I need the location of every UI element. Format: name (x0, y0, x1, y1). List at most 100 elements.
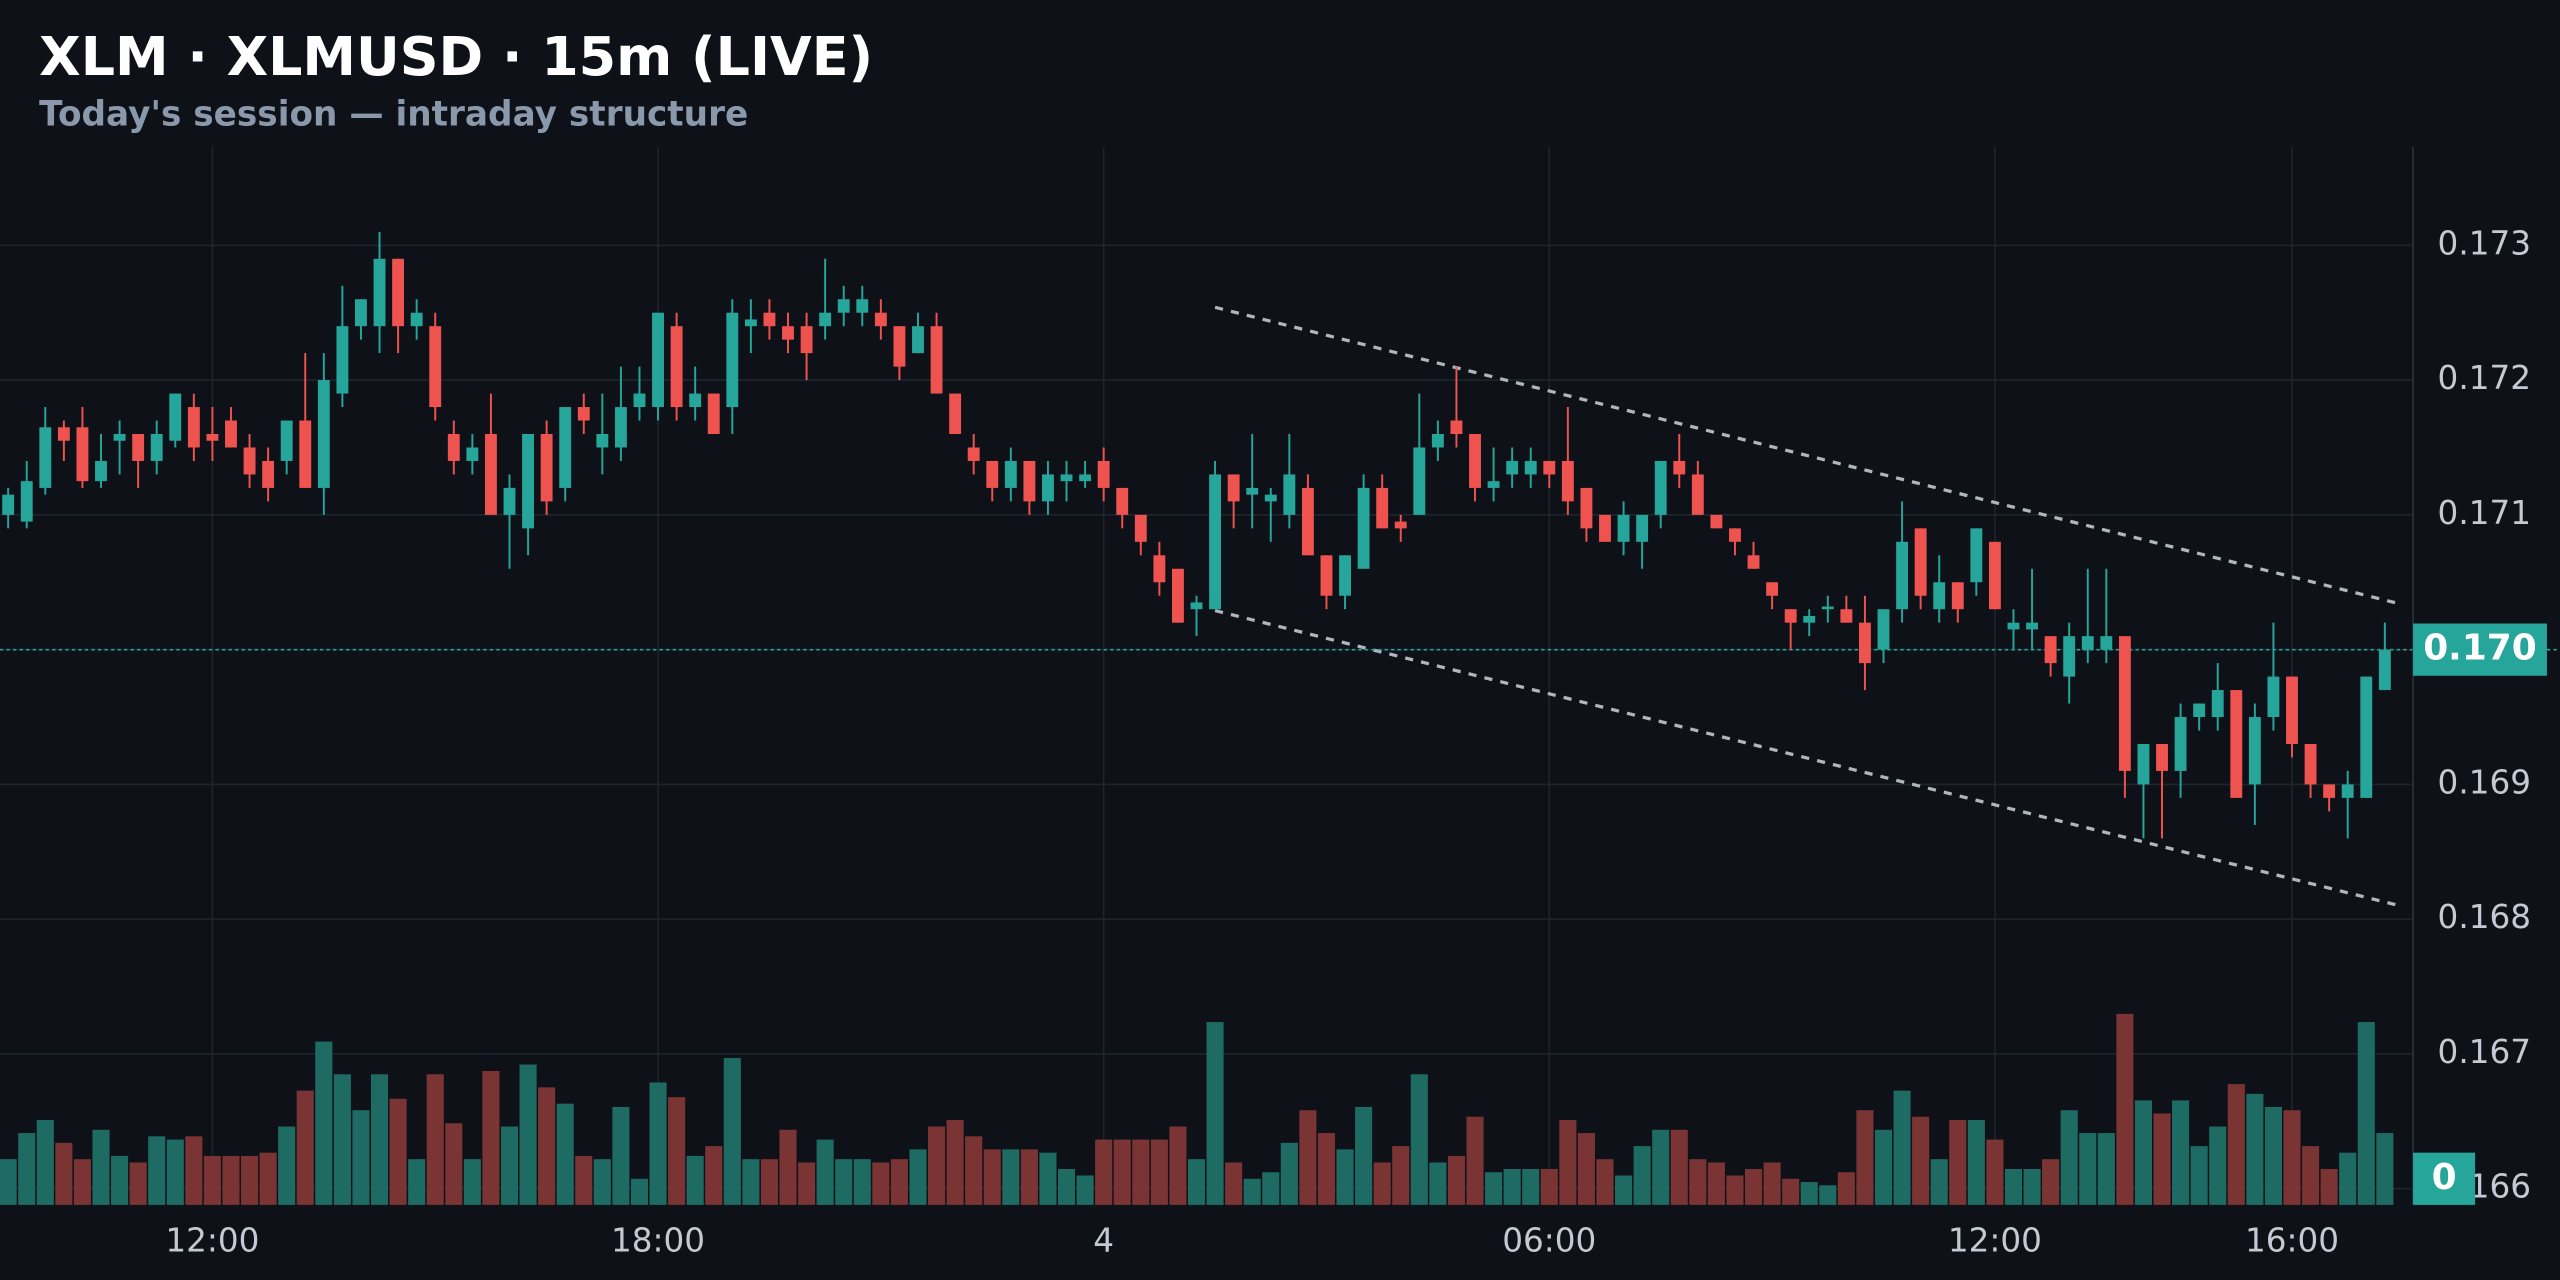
candle-body (225, 420, 237, 448)
volume-bar (1633, 1146, 1651, 1205)
volume-bar (315, 1041, 333, 1205)
candle-body (1933, 582, 1946, 610)
candle-body (967, 447, 980, 461)
volume-bar (1819, 1185, 1837, 1205)
candle-body (1376, 487, 1389, 529)
volume-bar (853, 1159, 871, 1205)
volume-bar (1559, 1120, 1577, 1205)
axes: 12:00 18:00 4 06:00 12:00 16:00 0.173 0.172 0.17… (165, 224, 2547, 1259)
candle-body (1710, 514, 1723, 529)
volume-bar (482, 1071, 500, 1205)
volume-bar (185, 1136, 203, 1205)
candle-body (1988, 541, 2001, 610)
candle-body (1877, 609, 1890, 650)
candle-body (1264, 494, 1277, 502)
volume-bar (1782, 1178, 1800, 1205)
volume-bar (2320, 1168, 2338, 1205)
volume-bar (2190, 1146, 2208, 1205)
volume-bar (1930, 1159, 1948, 1205)
volume-bar (148, 1136, 166, 1205)
candle-body (1729, 528, 1741, 542)
volume-bar (1856, 1110, 1874, 1205)
volume-bar (0, 1159, 17, 1205)
volume-bar (798, 1162, 816, 1205)
volume-bar (1299, 1110, 1317, 1205)
volume-bar (2376, 1133, 2394, 1205)
candle-body (2, 494, 15, 515)
volume-bar (296, 1090, 314, 1205)
volume-bar (928, 1126, 946, 1205)
y-tick-label: 0.171 (2438, 494, 2531, 532)
volume-bar (1039, 1152, 1057, 1205)
volume-bar (1800, 1182, 1818, 1205)
volume-bar (1689, 1159, 1707, 1205)
volume-bar (2060, 1110, 2078, 1205)
candle-body (1951, 582, 1964, 610)
candle-body (20, 481, 33, 522)
volume-bar (1225, 1162, 1243, 1205)
x-tick-label: 18:00 (611, 1221, 705, 1259)
candle-body (2026, 622, 2038, 630)
candle-body (912, 326, 924, 354)
candle-body (262, 460, 275, 488)
volume-bar (389, 1098, 407, 1205)
candle-body (1506, 460, 1519, 475)
volume-bar (55, 1142, 73, 1205)
volume-bar (241, 1155, 259, 1205)
volume-bar (1837, 1172, 1855, 1205)
candle-body (95, 460, 107, 482)
volume-bar (686, 1155, 704, 1205)
volume-bar (1002, 1149, 1020, 1205)
candle-body (2081, 636, 2094, 650)
volume-bar (1392, 1146, 1410, 1205)
volume-bar (519, 1064, 537, 1205)
volume-bar (1912, 1116, 1930, 1205)
volume-bar (1485, 1172, 1503, 1205)
volume-bar (1187, 1159, 1206, 1205)
candle-body (1060, 474, 1073, 482)
volume-bar (1577, 1133, 1595, 1205)
candle-body (113, 434, 126, 441)
volume-bar (2079, 1133, 2097, 1205)
volume-bar (370, 1074, 389, 1205)
volume-badge-label: 0 (2432, 1157, 2457, 1198)
volume-bar (1652, 1129, 1670, 1205)
candle-body (429, 326, 442, 408)
candle-body (206, 434, 219, 441)
volume-bar (575, 1155, 593, 1205)
candle-body (1840, 609, 1853, 623)
candle-body (1246, 487, 1259, 495)
volume-bar (1447, 1155, 1465, 1205)
volume-bar (538, 1087, 556, 1205)
y-tick-label: 0.167 (2438, 1033, 2531, 1071)
x-tick-label: 16:00 (2245, 1221, 2339, 1259)
volume-bar (835, 1159, 853, 1205)
chart-subtitle: Today's session — intraday structure (39, 94, 748, 134)
candle-body (652, 312, 664, 408)
y-tick-label: 0.172 (2438, 359, 2531, 397)
candle-body (2286, 676, 2298, 744)
volume-bar (166, 1139, 184, 1205)
candle-body (187, 407, 200, 448)
y-tick-label: 0.173 (2438, 224, 2531, 262)
volume-bar (2302, 1146, 2320, 1205)
volume-badge (2413, 1152, 2476, 1205)
candle-body (1970, 528, 1983, 583)
candle-body (782, 326, 794, 340)
candle-body (1599, 514, 1611, 542)
candle-body (169, 393, 182, 441)
candle-body (1914, 528, 1927, 596)
candle-body (1747, 555, 1760, 569)
candle-body (317, 380, 330, 488)
candle-body (1357, 487, 1370, 569)
x-tick-label: 06:00 (1502, 1221, 1596, 1259)
volume-bar (1113, 1139, 1131, 1205)
candle-body (2267, 676, 2280, 718)
volume-bar (2172, 1100, 2190, 1205)
volume-bar (1410, 1074, 1428, 1205)
volume-bar (1540, 1168, 1558, 1205)
volume-bar (2097, 1133, 2115, 1205)
candle-body (1469, 434, 1481, 488)
candle-body (1227, 474, 1240, 502)
candle-body (2118, 636, 2131, 771)
